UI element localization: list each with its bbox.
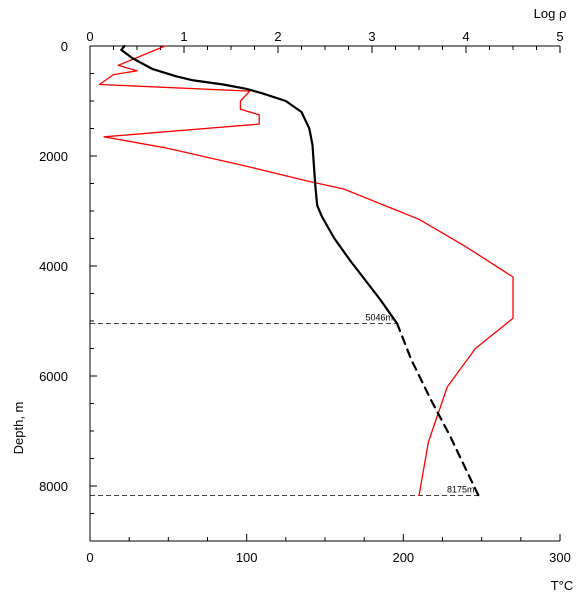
axes: 0 1 2 3 4 5 0 100 200 300 0 2000 4000 6000 8000 xyxy=(39,29,571,565)
bottom-axis-tick-label: 300 xyxy=(549,550,571,565)
series-lines xyxy=(98,44,514,497)
bottom-axis-title: T°C xyxy=(551,578,574,592)
bottom-axis-tick-label: 200 xyxy=(392,550,414,565)
y-axis-tick-label: 0 xyxy=(61,39,68,54)
depth-reference-label: 5046m xyxy=(366,313,394,323)
temperature-measured-line xyxy=(120,44,399,325)
reference-lines: 5046m 8175m xyxy=(90,313,479,497)
y-axis-title: Depth, m xyxy=(11,402,26,455)
top-axis-tick-label: 3 xyxy=(368,29,375,44)
bottom-axis-tick-label: 100 xyxy=(236,550,258,565)
top-axis-tick-label: 0 xyxy=(86,29,93,44)
y-axis-tick-label: 8000 xyxy=(39,479,68,494)
bottom-axis-tick-label: 0 xyxy=(86,550,93,565)
top-axis-tick-label: 4 xyxy=(462,29,469,44)
depth-reference-label: 8175m xyxy=(447,485,475,495)
top-axis-tick-label: 2 xyxy=(274,29,281,44)
top-axis-tick-label: 1 xyxy=(180,29,187,44)
temperature-extrapolated-line xyxy=(396,322,480,497)
top-axis-tick-label: 5 xyxy=(556,29,563,44)
y-axis-tick-label: 6000 xyxy=(39,369,68,384)
y-axis-tick-label: 4000 xyxy=(39,259,68,274)
top-axis-title: Log ρ xyxy=(534,6,567,21)
y-axis-tick-label: 2000 xyxy=(39,149,68,164)
log-resistivity-line xyxy=(98,45,514,497)
